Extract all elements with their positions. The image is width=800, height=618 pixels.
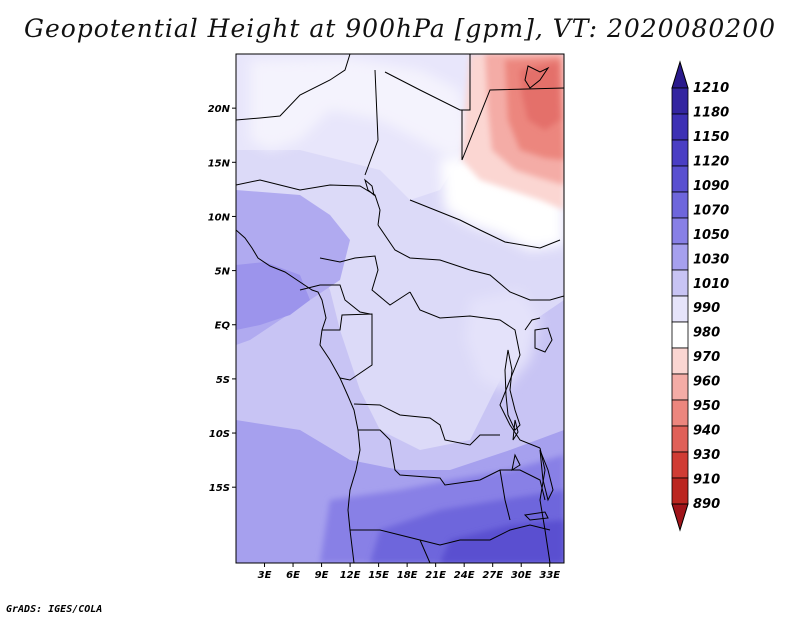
colorbar-bottom-arrow — [671, 503, 689, 532]
colorbar-top-arrow — [671, 60, 689, 89]
colorbar-label: 1120 — [693, 154, 729, 169]
colorbar-segment — [671, 425, 689, 453]
height-field — [236, 54, 564, 563]
lat-tick-label: 15S — [209, 483, 230, 494]
lat-tick-label: 5S — [216, 375, 230, 386]
colorbar-label: 910 — [693, 473, 720, 488]
lat-tick-label: 15N — [208, 158, 231, 169]
colorbar-label: 1070 — [693, 203, 729, 218]
borders — [236, 54, 564, 563]
colorbar-segment — [671, 295, 689, 323]
lat-tick-label: EQ — [215, 321, 231, 332]
colorbar-segment — [671, 217, 689, 245]
lon-tick-label: 18E — [397, 570, 418, 581]
colorbar-segment — [671, 347, 689, 375]
lon-tick-label: 30E — [511, 570, 532, 581]
colorbar-segment — [671, 477, 689, 505]
map-title: Geopotential Height at 900hPa [gpm], VT:… — [23, 14, 777, 43]
colorbar-segment — [671, 191, 689, 219]
lon-tick-label: 9E — [315, 570, 329, 581]
lat-tick-label: 10S — [209, 429, 230, 440]
lon-tick-label: 24E — [454, 570, 475, 581]
colorbar-label: 980 — [693, 326, 720, 341]
colorbar-segment — [671, 87, 689, 115]
colorbar-segment — [671, 373, 689, 401]
lon-tick-label: 15E — [368, 570, 389, 581]
lat-tick-label: 10N — [208, 212, 231, 223]
colorbar-label: 1030 — [693, 252, 729, 267]
colorbar-label: 1210 — [693, 81, 729, 96]
colorbar-label: 1150 — [693, 130, 729, 145]
colorbar-label: 950 — [693, 399, 720, 414]
colorbar-segment — [671, 165, 689, 193]
lat-axis: 20N 15N 10N 5N EQ 5S 10S 15S — [208, 104, 236, 494]
lon-tick-label: 6E — [286, 570, 300, 581]
colorbar-segment — [671, 451, 689, 479]
colorbar-label: 1090 — [693, 179, 729, 194]
colorbar-segment — [671, 269, 689, 297]
colorbar-segment — [671, 139, 689, 167]
lat-tick-label: 20N — [208, 104, 231, 115]
colorbar-label: 940 — [693, 424, 720, 439]
lon-tick-label: 21E — [425, 570, 446, 581]
colorbar-label: 1180 — [693, 105, 729, 120]
grads-credit: GrADS: IGES/COLA — [6, 604, 103, 615]
colorbar-label: 970 — [693, 350, 720, 365]
lat-tick-label: 5N — [215, 267, 231, 278]
colorbar-label: 1010 — [693, 277, 729, 292]
colorbar-label: 960 — [693, 375, 720, 390]
colorbar-segment — [671, 321, 689, 349]
lon-axis: 3E 6E 9E 12E 15E 18E 21E 24E 27E 30E 33E — [258, 563, 560, 581]
colorbar-segment — [671, 399, 689, 427]
colorbar-label: 930 — [693, 448, 720, 463]
lon-tick-label: 33E — [539, 570, 560, 581]
lon-tick-label: 3E — [258, 570, 272, 581]
lon-tick-label: 27E — [482, 570, 503, 581]
colorbar-label: 990 — [693, 301, 720, 316]
lon-tick-label: 12E — [340, 570, 361, 581]
map-frame — [235, 53, 565, 564]
colorbar-label: 1050 — [693, 228, 729, 243]
colorbar: 1210 1180 1150 1120 1090 1070 1050 1030 1010 990 9… — [671, 60, 729, 532]
colorbar-segment — [671, 113, 689, 141]
colorbar-label: 890 — [693, 497, 720, 512]
colorbar-segment — [671, 243, 689, 271]
